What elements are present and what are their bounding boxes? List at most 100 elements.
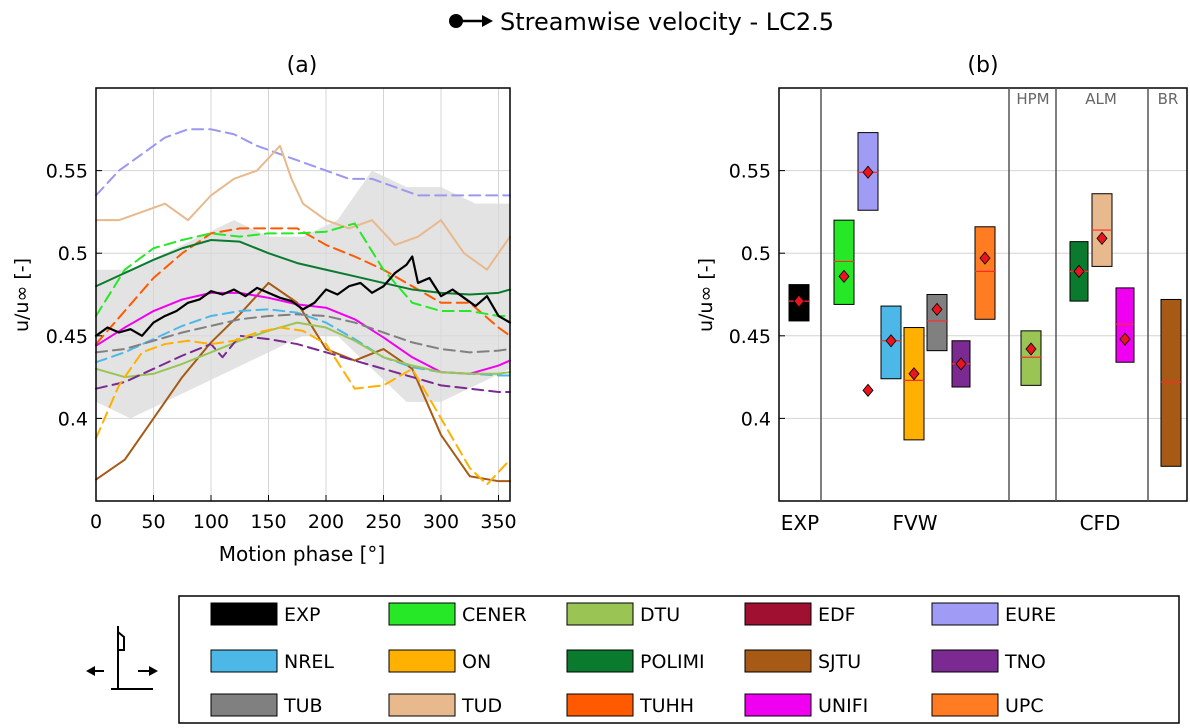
box-mean-marker	[1119, 332, 1131, 346]
box-dtu	[1020, 330, 1042, 386]
x-tick-label: 50	[141, 511, 165, 533]
legend-swatch	[210, 693, 278, 717]
legend-item-tud: TUD	[388, 693, 502, 717]
legend-label: EDF	[818, 604, 856, 626]
x-tick-label: 350	[480, 511, 516, 533]
panel-b-frame	[778, 87, 1188, 502]
box-tno	[951, 340, 971, 388]
x-tick-label: 300	[423, 511, 459, 533]
series-line-tuhh	[95, 227, 511, 346]
legend-item-tuhh: TUHH	[566, 693, 694, 717]
box-tud	[1091, 193, 1113, 267]
x-tick-label: 100	[193, 511, 229, 533]
legend-label: SJTU	[818, 651, 861, 673]
box-eure	[857, 132, 879, 211]
legend-swatch	[744, 602, 812, 626]
box-unifi	[1115, 287, 1135, 363]
turbine-motion-icon	[86, 626, 158, 690]
box-mean-marker	[979, 251, 991, 265]
box-cener	[833, 219, 855, 305]
box-mean-marker	[931, 302, 943, 316]
legend-swatch	[210, 602, 278, 626]
series-line-tud	[95, 144, 511, 271]
box-upc	[974, 226, 996, 320]
legend-label: TUB	[283, 695, 323, 717]
box-mean-marker	[885, 334, 897, 348]
legend-items: EXP CENER DTU EDF EURE NREL ON POLIMI SJTU TNO TUB…	[210, 602, 1056, 717]
panel-a-ticks: 0 50 100 150 200 250 300 350 0.4 0.45 0.5 0.55	[46, 161, 517, 533]
legend-label: DTU	[640, 604, 680, 626]
x-tick-label: 0	[90, 511, 102, 533]
box-on	[903, 327, 925, 441]
series-line-on	[95, 326, 511, 486]
x-tick-label: 150	[250, 511, 286, 533]
legend-item-exp: EXP	[210, 602, 320, 626]
legend-item-eure: EURE	[931, 602, 1056, 626]
legend-label: CENER	[462, 604, 527, 626]
series-line-tno	[95, 334, 511, 393]
legend-label: EURE	[1005, 604, 1056, 626]
panel-b-ylabel: u/u∞ [-]	[695, 258, 717, 332]
legend-swatch	[931, 602, 999, 626]
box-rect	[1115, 287, 1135, 363]
panel-b-group-dividers	[820, 88, 1149, 501]
series-line-eure	[95, 128, 511, 197]
box-tub	[926, 294, 948, 352]
box-mean-marker	[1096, 231, 1108, 245]
y-tick-label: 0.55	[46, 161, 88, 183]
legend-label: ON	[462, 651, 491, 673]
legend-item-tno: TNO	[931, 649, 1046, 673]
legend-label: NREL	[284, 651, 334, 673]
legend-label: POLIMI	[640, 651, 705, 673]
group-label-hpm: HPM	[1016, 90, 1049, 108]
legend-swatch	[931, 693, 999, 717]
panel-a: (a) 0 50 100 150 200 250 300 3500.40.450.50.55 …	[11, 53, 517, 566]
box-mean-marker	[838, 269, 850, 283]
y-tick-label: 0.5	[58, 243, 88, 265]
panel-a-frame	[95, 87, 511, 502]
legend-item-cener: CENER	[388, 602, 527, 626]
box-rect	[926, 294, 948, 352]
legend-item-sjtu: SJTU	[744, 649, 861, 673]
legend-item-unifi: UNIFI	[744, 693, 868, 717]
group-label-exp: EXP	[781, 511, 819, 535]
legend-label: TUD	[461, 695, 502, 717]
legend-item-polimi: POLIMI	[566, 649, 705, 673]
legend-label: TUHH	[639, 695, 694, 717]
legend-swatch	[388, 602, 456, 626]
legend-label: EXP	[284, 604, 320, 626]
series-line-tub	[95, 313, 511, 354]
group-label-alm: ALM	[1085, 90, 1117, 108]
panel-a-ylabel: u/u∞ [-]	[11, 258, 33, 332]
box-rect	[1020, 330, 1042, 386]
box-mean-marker	[955, 357, 967, 371]
box-edf	[862, 383, 874, 397]
y-tick-label: 0.45	[729, 326, 771, 348]
y-tick-label: 0.55	[729, 161, 771, 183]
box-exp	[788, 284, 810, 322]
legend-swatch	[388, 649, 456, 673]
legend-swatch	[744, 649, 812, 673]
series-line-dtu	[95, 321, 511, 379]
box-mean-marker	[1073, 264, 1085, 278]
series-line-polimi	[95, 238, 511, 296]
legend-item-upc: UPC	[931, 693, 1044, 717]
legend-swatch	[744, 693, 812, 717]
legend-label: UPC	[1005, 695, 1044, 717]
panel-a-label: (a)	[287, 53, 318, 78]
panel-b-label: (b)	[967, 53, 998, 78]
box-mean-marker	[862, 383, 874, 397]
panel-a-xlabel: Motion phase [°]	[219, 542, 385, 566]
legend-item-nrel: NREL	[210, 649, 334, 673]
panel-a-exp-band	[96, 170, 510, 419]
legend-swatch	[210, 649, 278, 673]
legend-item-on: ON	[388, 649, 491, 673]
legend-swatch	[566, 649, 634, 673]
y-tick-label: 0.4	[741, 408, 771, 430]
box-mean-marker	[862, 165, 874, 179]
legend-frame	[178, 595, 1180, 724]
legend-swatch	[931, 649, 999, 673]
box-nrel	[880, 305, 902, 380]
legend-item-tub: TUB	[210, 693, 323, 717]
